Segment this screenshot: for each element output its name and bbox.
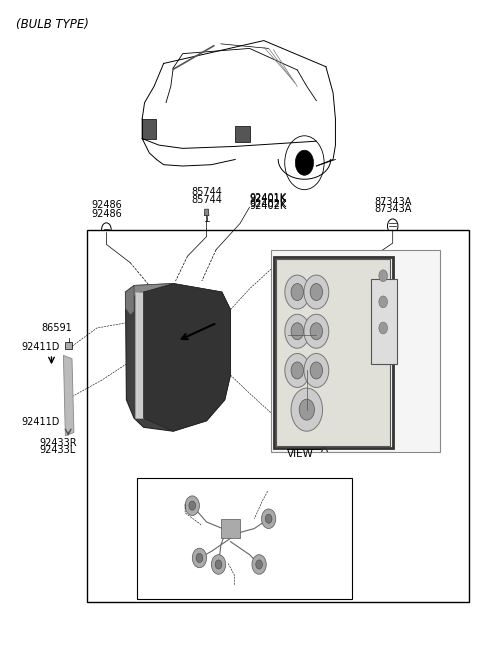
- Circle shape: [304, 354, 329, 388]
- Circle shape: [262, 509, 276, 529]
- Circle shape: [196, 554, 203, 562]
- Circle shape: [291, 323, 303, 340]
- Bar: [276, 259, 390, 445]
- Text: 92450A: 92450A: [249, 480, 287, 490]
- Text: (BULB TYPE): (BULB TYPE): [16, 18, 89, 31]
- Polygon shape: [63, 356, 74, 436]
- Circle shape: [304, 275, 329, 309]
- Text: 92486: 92486: [91, 201, 122, 211]
- Text: 92401K: 92401K: [250, 193, 287, 203]
- Text: a: a: [359, 259, 365, 269]
- Text: a: a: [143, 481, 148, 491]
- Polygon shape: [125, 283, 230, 431]
- Circle shape: [379, 296, 387, 308]
- Text: 87343A: 87343A: [374, 203, 411, 214]
- Text: 18644A: 18644A: [216, 581, 253, 591]
- Circle shape: [215, 560, 222, 569]
- Text: 18642: 18642: [170, 493, 201, 503]
- Bar: [87, 230, 469, 602]
- Circle shape: [265, 514, 272, 523]
- Polygon shape: [135, 292, 144, 418]
- Circle shape: [379, 270, 387, 281]
- Bar: [221, 519, 240, 539]
- Polygon shape: [125, 283, 230, 310]
- Circle shape: [299, 400, 314, 420]
- Circle shape: [211, 555, 226, 574]
- Circle shape: [285, 354, 310, 388]
- Circle shape: [192, 548, 206, 567]
- Text: VIEW: VIEW: [287, 449, 313, 459]
- Circle shape: [291, 283, 303, 300]
- Polygon shape: [235, 125, 250, 142]
- Text: 92402K: 92402K: [250, 201, 287, 211]
- Text: 85744: 85744: [191, 188, 222, 197]
- Circle shape: [310, 283, 323, 300]
- Text: 85744: 85744: [191, 195, 222, 205]
- Text: 87343A: 87343A: [374, 197, 411, 207]
- Polygon shape: [142, 119, 156, 138]
- Text: 86591: 86591: [41, 323, 72, 333]
- Text: 92433R: 92433R: [39, 438, 76, 447]
- Circle shape: [291, 362, 303, 379]
- Bar: [275, 257, 393, 448]
- Circle shape: [256, 560, 263, 569]
- Circle shape: [285, 275, 310, 309]
- Circle shape: [252, 555, 266, 574]
- Text: A: A: [322, 444, 328, 454]
- Bar: [271, 250, 441, 452]
- Circle shape: [291, 388, 323, 431]
- Bar: [371, 279, 397, 364]
- Text: 92402K: 92402K: [250, 199, 287, 209]
- Circle shape: [285, 314, 310, 348]
- Text: A: A: [214, 310, 221, 320]
- Circle shape: [310, 362, 323, 379]
- Text: 92486: 92486: [91, 209, 122, 219]
- Circle shape: [185, 496, 199, 516]
- Polygon shape: [204, 209, 209, 216]
- Circle shape: [310, 323, 323, 340]
- Text: 92411D: 92411D: [21, 417, 60, 427]
- Bar: [65, 342, 72, 349]
- Circle shape: [304, 314, 329, 348]
- Polygon shape: [125, 285, 134, 315]
- Polygon shape: [144, 283, 230, 431]
- Text: 92411D: 92411D: [21, 342, 60, 352]
- Text: 92401K: 92401K: [250, 194, 287, 204]
- Text: 92433L: 92433L: [39, 445, 76, 455]
- Bar: [137, 478, 352, 599]
- Circle shape: [295, 150, 313, 175]
- Circle shape: [379, 322, 387, 334]
- Circle shape: [189, 501, 196, 510]
